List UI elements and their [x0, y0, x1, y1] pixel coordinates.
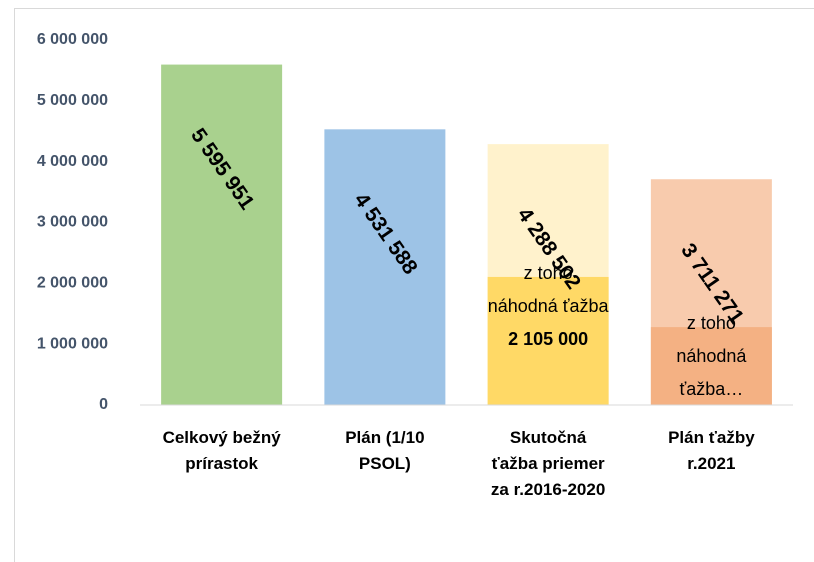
- y-tick-label: 4 000 000: [37, 153, 108, 170]
- bar: [324, 129, 446, 405]
- subset-label-text: z toho náhodná ťažba: [487, 262, 609, 316]
- x-tick-label-box: Plán (1/10 PSOL): [345, 428, 425, 473]
- subset-label-text: z toho náhodná ťažba…: [676, 313, 747, 400]
- subset-label: z toho náhodná ťažba 2 105 000: [486, 257, 610, 356]
- chart-border: [14, 8, 814, 562]
- y-tick-label: 2 000 000: [37, 275, 108, 292]
- x-tick-label: Celkový bežný prírastok: [162, 428, 281, 473]
- x-tick-label-box: Plán ťažby r.2021: [668, 428, 755, 473]
- subset-label-box: z toho náhodná ťažba 2 105 000: [486, 257, 610, 356]
- y-tick-label: 6 000 000: [37, 31, 108, 48]
- subset-bar: [487, 276, 609, 405]
- y-tick-label: 0: [99, 396, 108, 413]
- y-tick-label: 1 000 000: [37, 335, 108, 352]
- subset-value-label: 2 105 000: [508, 328, 589, 349]
- bar: [161, 64, 283, 405]
- x-tick-label: Plán ťažby r.2021: [668, 428, 755, 473]
- subset-label: z toho náhodná ťažba…: [649, 307, 773, 406]
- subset-label-box: z toho náhodná ťažba…: [649, 307, 773, 406]
- x-tick-label-box: Celkový bežný prírastok: [162, 428, 281, 473]
- x-tick-label: Skutočná ťažba priemer za r.2016-2020: [490, 428, 606, 499]
- y-tick-label: 3 000 000: [37, 214, 108, 231]
- subset-bar: [650, 327, 772, 405]
- x-tick-label: Plán (1/10 PSOL): [345, 428, 425, 473]
- y-tick-label: 5 000 000: [37, 92, 108, 109]
- x-tick-label-box: Skutočná ťažba priemer za r.2016-2020: [490, 428, 606, 499]
